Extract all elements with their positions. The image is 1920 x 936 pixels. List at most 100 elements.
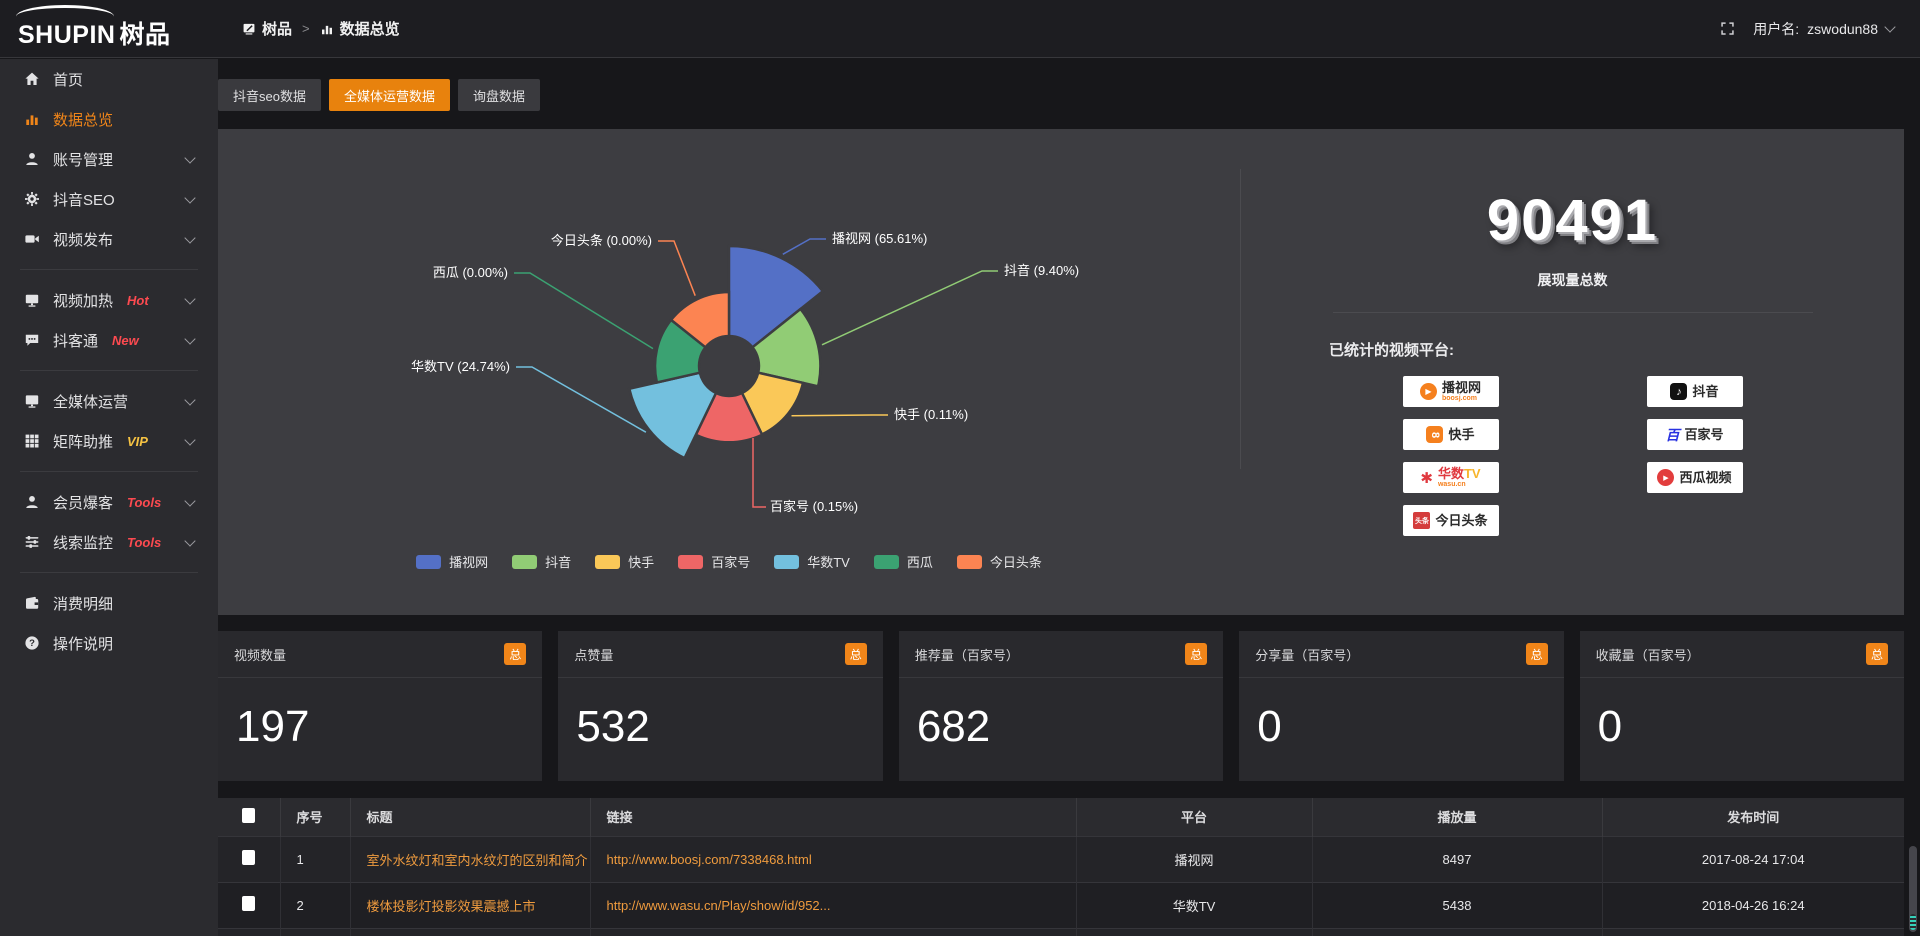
stat-card-value: 0 [1257,702,1282,751]
cell-1-2[interactable]: http://www.wasu.cn/Play/show/id/952... [590,881,1077,928]
sidebar-item-label: 首页 [53,71,84,89]
stat-card-4: 收藏量（百家号） 总 0 [1579,631,1905,781]
platform-sub: boosj.com [1441,394,1477,402]
stat-cards: 视频数量总 197 点赞量总 532 推荐量（百家号）总 682 分享量（百家号）总 0 收藏量… [218,631,1905,781]
cell-0-5: 2017-08-24 17:04 [1602,835,1904,882]
sidebar-nav: 首页数据总览账号管理 抖音SEO 视频发布视频加热 Hot 抖客通 New 全媒体运营 矩阵助… [0,59,218,663]
platforms-label: 已统计的视频平台: [1329,342,1454,359]
stat-card-header: 收藏量（百家号） 总 [1579,631,1905,678]
legend-swatch [956,554,982,569]
sidebar-item-media-operation[interactable]: 全媒体运营 [0,381,218,421]
sidebar-item-label: 操作说明 [53,635,114,653]
sidebar-item-clue-monitor[interactable]: 线索监控 Tools [0,522,218,562]
horizontal-divider [1332,312,1813,313]
breadcrumb-label: 数据总览 [339,21,400,38]
table-header-row: 序号 标题 链接 平台 播放量 发布时间 [218,798,1904,836]
cell-1-0: 2 [280,881,351,928]
user-icon [26,153,38,165]
sidebar-item-member-baoke[interactable]: 会员爆客 Tools [0,482,218,522]
chart-legend: 播视网 抖音 快手 百家号 华数TV 西瓜 今日头条 [218,552,1240,571]
breadcrumb-item-0[interactable]: 树品 [242,18,292,39]
table-row-0: 1 室外水纹灯和室内水纹灯的区别和简介 http://www.boosj.com/7… [218,835,1904,882]
tab-0[interactable]: 抖音seo数据 [218,79,321,111]
sidebar-item-matrix-boost[interactable]: 矩阵助推 VIP [0,421,218,461]
cell-0-2[interactable]: http://www.boosj.com/7338468.html [590,835,1077,882]
legend-label: 西瓜 [906,555,933,570]
sidebar-item-label: 数据总览 [53,111,114,129]
tab-1[interactable]: 全媒体运营数据 [328,79,450,111]
legend-item-4[interactable]: 华数TV [774,552,850,571]
row-checkbox[interactable] [242,850,256,865]
fullscreen-icon[interactable] [1720,21,1735,36]
legend-label: 抖音 [545,555,572,570]
chevron-down-icon [184,534,196,547]
legend-label: 百家号 [711,555,751,570]
legend-item-1[interactable]: 抖音 [512,552,571,571]
stat-card-title: 视频数量 [234,647,287,663]
sidebar-item-video-heat[interactable]: 视频加热 Hot [0,280,218,320]
row-select-cell [218,881,281,928]
gear-icon [25,192,39,206]
stat-card-header: 视频数量 总 [218,631,543,678]
sidebar: 首页数据总览账号管理 抖音SEO 视频发布视频加热 Hot 抖客通 New 全媒体运营 矩阵助… [0,59,218,936]
cell-1-1[interactable]: 楼体投影灯投影效果震撼上市 [350,881,591,928]
chart-section: 播视网 (65.61%) 抖音 (9.40%) 快手 (0.11%) 百家号 (0.1… [218,129,1240,615]
breadcrumb-item-1[interactable]: 数据总览 [320,18,400,39]
legend-item-6[interactable]: 今日头条 [956,552,1042,571]
stat-card-title: 分享量（百家号） [1255,647,1360,663]
legend-item-2[interactable]: 快手 [595,552,654,571]
pie-slice-4[interactable] [627,371,718,460]
stat-card-title: 收藏量（百家号） [1595,647,1700,663]
legend-item-5[interactable]: 西瓜 [873,552,933,571]
total-badge: 总 [1866,643,1889,665]
total-badge: 总 [504,643,527,665]
platform-name: 今日头条 [1435,512,1488,528]
total-impressions-value: 90491 [1486,188,1659,253]
pie-slice-6[interactable] [669,290,731,350]
main-content: 抖音seo数据 全媒体运营数据 询盘数据 播视网 (65.61%) 抖音 (9.40%… [218,59,1920,936]
username-label: 用户名: [1753,20,1800,37]
chart-leader-line-4 [516,366,647,433]
row-checkbox[interactable] [242,896,256,911]
platform-badges: ▶ 播视网 boosj.com 8 快手 ✱ 华数TV wasu.cn 头条 今日头条 ♪ 抖音百百家… [1402,376,1743,536]
sidebar-item-home[interactable]: 首页 [0,59,218,99]
legend-swatch [416,554,442,569]
legend-swatch [512,554,538,569]
sidebar-item-label: 会员爆客 [53,494,114,512]
user-menu[interactable]: 用户名: zswodun88 [1753,19,1896,39]
chevron-down-icon [184,151,196,164]
sidebar-item-account-manage[interactable]: 账号管理 [0,139,218,179]
pie-slice-1[interactable] [750,307,822,388]
cell-1-4: 5438 [1312,881,1603,928]
platform-name-part: 华数 [1437,466,1464,481]
pie-slice-0[interactable] [727,244,825,350]
stat-card-value: 197 [236,702,310,751]
page-scrollbar-thumb[interactable] [1909,846,1917,932]
sidebar-item-video-publish[interactable]: 视频发布 [0,219,218,259]
cell-1-3: 华数TV [1076,881,1313,928]
legend-item-3[interactable]: 百家号 [678,552,750,571]
legend-item-0[interactable]: 播视网 [416,552,488,571]
platform-badge-column-left: ▶ 播视网 boosj.com 8 快手 ✱ 华数TV wasu.cn 头条 今日头条 [1402,376,1499,536]
sidebar-item-consumption-detail[interactable]: 消费明细 [0,583,218,623]
tab-2[interactable]: 询盘数据 [457,79,540,111]
sidebar-item-label: 视频加热 [53,292,114,310]
sidebar-item-operation-guide[interactable]: ? 操作说明 [0,623,218,663]
chart-leader-line-5 [514,272,654,350]
stat-card-value: 682 [916,702,991,751]
stat-card-value: 532 [576,702,650,751]
cell-0-1[interactable]: 室外水纹灯和室内水纹灯的区别和简介 [350,835,591,882]
platform-badge-column-right: ♪ 抖音百百家号 ▶ 西瓜视频 [1646,376,1743,536]
platform-badge-6: ▶ 西瓜视频 [1646,462,1743,493]
chart-leader-line-0 [782,238,826,255]
chart-leader-line-3 [752,438,766,508]
sidebar-item-douyin-seo[interactable]: 抖音SEO [0,179,218,219]
select-all-checkbox[interactable] [242,807,256,823]
cell-0-4: 8497 [1312,835,1603,882]
sidebar-item-data-overview[interactable]: 数据总览 [0,99,218,139]
stat-card-0: 视频数量 总 197 [218,631,543,781]
chevron-down-icon [184,231,196,244]
help-icon: ? [25,636,39,650]
sidebar-item-douketong[interactable]: 抖客通 New [0,320,218,360]
